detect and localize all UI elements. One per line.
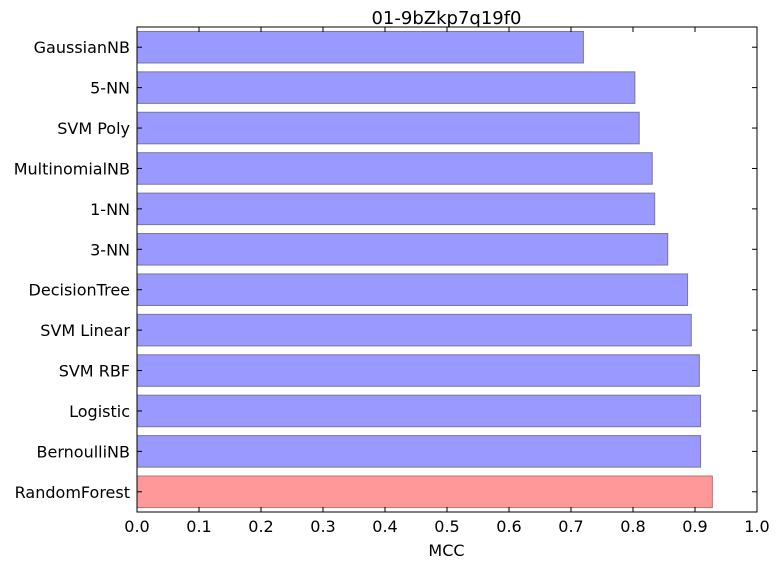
- y-tick-label: 1-NN: [90, 200, 130, 219]
- bar-3-nn: [136, 233, 669, 266]
- y-tick-label: BernoulliNB: [37, 442, 130, 461]
- y-tick-label: SVM RBF: [59, 362, 130, 381]
- y-tick-label: DecisionTree: [29, 281, 130, 300]
- chart-title: 01-9bZkp7q19f0: [371, 8, 521, 29]
- y-tick-label: SVM Linear: [40, 321, 130, 340]
- bar-svm-rbf: [136, 354, 700, 387]
- x-tick-label: 0.8: [620, 517, 645, 536]
- x-tick-label: 0.1: [186, 517, 211, 536]
- bar-multinomialnb: [136, 152, 653, 185]
- y-tick-label: 5-NN: [90, 79, 130, 98]
- y-tick-label: MultinomialNB: [14, 159, 130, 178]
- bar-svm-poly: [136, 111, 640, 145]
- x-tick-label: 0.9: [682, 517, 707, 536]
- y-tick-label: Logistic: [69, 402, 130, 421]
- y-tick-label: GaussianNB: [34, 38, 130, 57]
- bar-gaussiannb: [136, 30, 584, 64]
- bar-randomforest: [136, 475, 713, 509]
- x-tick-label: 0.5: [434, 517, 459, 536]
- x-tick-label: 0.3: [310, 517, 335, 536]
- x-tick-label: 0.4: [372, 517, 397, 536]
- x-tick-label: 0.0: [124, 517, 149, 536]
- plot-frame: [136, 26, 758, 513]
- bar-decisiontree: [136, 273, 689, 306]
- bar-bernoullinb: [136, 435, 702, 468]
- labels-layer: GaussianNB 5-NN SVM Poly MultinomialNB 1-NN 3…: [14, 38, 770, 536]
- y-tick-label: RandomForest: [15, 483, 130, 502]
- bars-layer: [136, 30, 713, 509]
- x-tick-label: 1.0: [744, 517, 769, 536]
- x-tick-label: 0.6: [496, 517, 521, 536]
- y-tick-label: 3-NN: [90, 240, 130, 259]
- y-tick-label: SVM Poly: [57, 119, 130, 138]
- x-axis-label: MCC: [428, 541, 464, 560]
- bar-svm-linear: [136, 313, 692, 347]
- bar-logistic: [136, 394, 702, 428]
- bar-5-nn: [136, 71, 636, 104]
- bar-1-nn: [136, 192, 656, 226]
- x-tick-label: 0.7: [558, 517, 583, 536]
- x-tick-label: 0.2: [248, 517, 273, 536]
